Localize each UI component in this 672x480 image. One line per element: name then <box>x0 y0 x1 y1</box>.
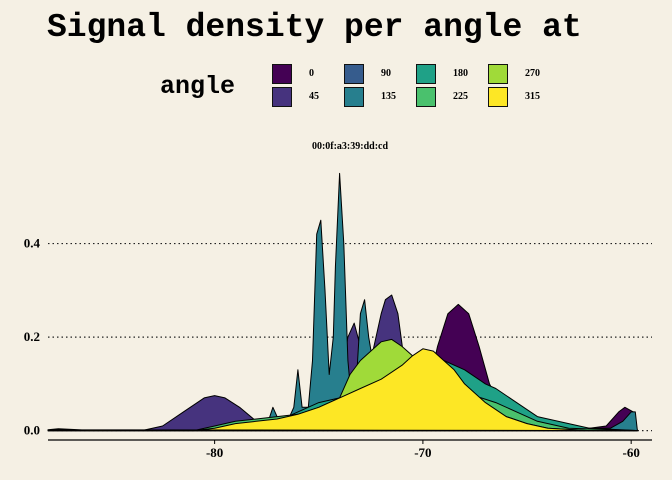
legend-label-315: 315 <box>525 91 540 102</box>
legend-swatch-45 <box>272 87 292 107</box>
legend-label-45: 45 <box>309 91 319 102</box>
y-tick-label: 0.0 <box>24 423 40 438</box>
legend-swatch-90 <box>344 64 364 84</box>
x-tick-label: -60 <box>623 445 640 460</box>
legend-label-90: 90 <box>381 68 391 79</box>
x-tick-label: -80 <box>206 445 223 460</box>
legend-label-0: 0 <box>309 68 314 79</box>
legend-label-225: 225 <box>453 91 468 102</box>
legend-swatch-135 <box>344 87 364 107</box>
axes: 00:0f:a3:39:dd:cd 0.0 0.2 0.4 -80 -70 -60 <box>24 141 652 460</box>
legend-swatch-270 <box>488 64 508 84</box>
legend-label-180: 180 <box>453 68 468 79</box>
facet-label: 00:0f:a3:39:dd:cd <box>312 141 389 152</box>
y-tick-label: 0.2 <box>24 329 40 344</box>
y-tick-label: 0.4 <box>24 236 41 251</box>
x-tick-label: -70 <box>414 445 431 460</box>
density-areas <box>47 172 638 432</box>
legend-swatch-315 <box>488 87 508 107</box>
legend-swatch-180 <box>416 64 436 84</box>
legend-label-270: 270 <box>525 68 540 79</box>
legend-label-135: 135 <box>381 91 396 102</box>
density-area-315 <box>47 348 638 432</box>
legend-swatch-0 <box>272 64 292 84</box>
legend-title: angle <box>160 72 236 101</box>
chart-title: Signal density per angle at <box>47 9 582 46</box>
legend-swatch-225 <box>416 87 436 107</box>
